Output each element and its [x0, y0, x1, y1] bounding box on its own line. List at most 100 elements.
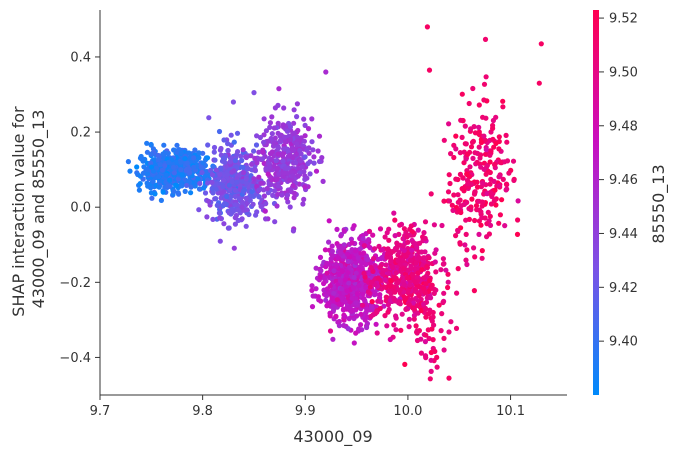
scatter-point: [487, 213, 493, 219]
scatter-point: [492, 161, 498, 167]
scatter-point: [274, 165, 281, 172]
scatter-point: [232, 221, 238, 227]
scatter-point: [175, 176, 181, 182]
scatter-point: [356, 326, 362, 332]
scatter-point: [269, 131, 275, 137]
scatter-point: [483, 147, 489, 153]
scatter-point: [472, 217, 478, 224]
scatter-point: [424, 24, 430, 30]
scatter-point: [305, 126, 312, 132]
scatter-point: [182, 156, 188, 162]
scatter-point: [383, 262, 389, 268]
scatter-point: [406, 302, 412, 308]
scatter-point: [339, 245, 345, 251]
scatter-point: [263, 166, 269, 172]
scatter-point: [269, 114, 275, 120]
scatter-point: [478, 139, 484, 146]
scatter-point: [236, 207, 242, 213]
scatter-point: [276, 86, 282, 92]
scatter-point: [453, 325, 460, 331]
scatter-point: [249, 189, 255, 195]
scatter-point: [243, 195, 249, 201]
scatter-point: [316, 158, 323, 165]
scatter-point: [279, 192, 285, 198]
scatter-point: [179, 183, 185, 189]
scatter-point: [209, 172, 215, 178]
scatter-point: [345, 258, 351, 265]
scatter-point: [483, 171, 489, 177]
scatter-point: [348, 308, 355, 314]
scatter-point: [243, 176, 249, 182]
scatter-point: [373, 321, 379, 327]
scatter-point: [414, 302, 421, 309]
scatter-point: [260, 149, 266, 155]
scatter-point: [399, 311, 405, 317]
scatter-point: [487, 181, 493, 187]
scatter-point: [473, 203, 480, 209]
scatter-point: [269, 149, 275, 155]
scatter-point: [309, 116, 315, 122]
scatter-point: [448, 151, 454, 157]
scatter-point: [160, 189, 166, 195]
scatter-point: [247, 197, 253, 203]
scatter-point: [476, 102, 482, 108]
colorbar-ticks: 9.52 9.50 9.48 9.46 9.44 9.42 9.40: [599, 12, 638, 350]
scatter-point: [451, 154, 457, 161]
scatter-point: [333, 261, 339, 267]
scatter-point: [171, 170, 177, 176]
scatter-point: [457, 150, 463, 156]
scatter-point: [239, 179, 246, 185]
scatter-point: [226, 182, 232, 188]
scatter-point: [384, 323, 390, 329]
scatter-point: [179, 172, 185, 178]
scatter-point: [489, 191, 495, 197]
scatter-point: [387, 283, 393, 289]
scatter-point: [188, 184, 194, 190]
scatter-point: [433, 269, 439, 275]
scatter-point: [202, 190, 209, 196]
scatter-point: [297, 147, 303, 154]
scatter-point: [472, 254, 478, 260]
scatter-point: [480, 199, 486, 205]
scatter-point: [344, 251, 351, 257]
scatter-point: [423, 332, 429, 338]
x-tick-label: 10.1: [496, 404, 525, 419]
scatter-point: [148, 160, 154, 166]
scatter-point: [446, 198, 453, 204]
scatter-point: [422, 339, 428, 345]
scatter-point: [144, 180, 150, 186]
scatter-point: [416, 254, 422, 260]
scatter-point: [336, 301, 342, 307]
scatter-point: [453, 133, 459, 139]
scatter-point: [254, 160, 260, 166]
scatter-point: [218, 145, 224, 152]
scatter-point: [384, 230, 390, 236]
scatter-point: [476, 144, 482, 150]
scatter-point: [463, 231, 469, 237]
scatter-point: [472, 150, 478, 156]
scatter-point: [302, 154, 308, 160]
scatter-point: [464, 151, 471, 158]
scatter-point: [373, 291, 379, 297]
scatter-point: [271, 140, 277, 146]
scatter-point: [421, 285, 427, 292]
scatter-point: [377, 264, 383, 270]
scatter-point: [157, 162, 163, 168]
scatter-point: [220, 184, 226, 190]
scatter-point: [403, 306, 409, 312]
scatter-point: [364, 324, 370, 331]
scatter-point: [394, 245, 400, 251]
scatter-point: [284, 128, 290, 134]
scatter-point: [231, 139, 237, 145]
scatter-point: [428, 191, 434, 197]
scatter-point: [236, 172, 242, 178]
scatter-point: [440, 256, 446, 262]
scatter-point: [375, 275, 381, 281]
scatter-point: [198, 164, 204, 170]
x-tick-label: 9.7: [90, 404, 111, 419]
scatter-point: [156, 174, 162, 180]
scatter-point: [298, 158, 304, 164]
scatter-point: [287, 177, 293, 183]
scatter-point: [219, 189, 225, 195]
scatter-point: [351, 340, 357, 346]
